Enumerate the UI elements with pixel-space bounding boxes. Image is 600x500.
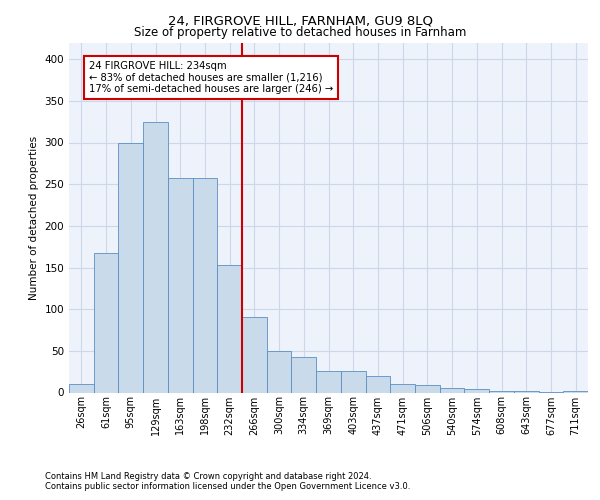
Bar	[440, 388, 464, 392]
Bar	[563, 391, 588, 392]
Bar	[94, 252, 118, 392]
Bar	[292, 356, 316, 392]
Bar	[242, 316, 267, 392]
Bar	[514, 391, 539, 392]
Bar	[143, 122, 168, 392]
Bar	[341, 371, 365, 392]
Bar	[267, 351, 292, 393]
Bar	[69, 384, 94, 392]
Text: Contains public sector information licensed under the Open Government Licence v3: Contains public sector information licen…	[45, 482, 410, 491]
Bar	[217, 265, 242, 392]
Bar	[415, 385, 440, 392]
Text: Size of property relative to detached houses in Farnham: Size of property relative to detached ho…	[134, 26, 466, 39]
Bar	[193, 178, 217, 392]
Bar	[118, 142, 143, 392]
Bar	[390, 384, 415, 392]
Bar	[316, 371, 341, 392]
Bar	[464, 389, 489, 392]
Y-axis label: Number of detached properties: Number of detached properties	[29, 136, 39, 300]
Text: 24, FIRGROVE HILL, FARNHAM, GU9 8LQ: 24, FIRGROVE HILL, FARNHAM, GU9 8LQ	[167, 14, 433, 27]
Text: Contains HM Land Registry data © Crown copyright and database right 2024.: Contains HM Land Registry data © Crown c…	[45, 472, 371, 481]
Bar	[168, 178, 193, 392]
Bar	[489, 391, 514, 392]
Bar	[365, 376, 390, 392]
Text: 24 FIRGROVE HILL: 234sqm
← 83% of detached houses are smaller (1,216)
17% of sem: 24 FIRGROVE HILL: 234sqm ← 83% of detach…	[89, 61, 333, 94]
